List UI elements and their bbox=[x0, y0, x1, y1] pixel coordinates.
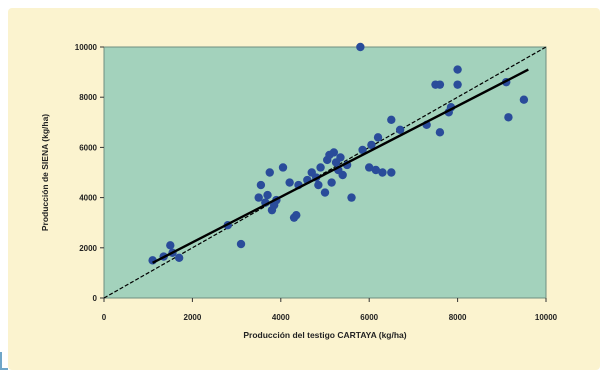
data-point bbox=[316, 163, 325, 172]
data-point bbox=[336, 153, 345, 162]
data-point bbox=[265, 168, 274, 177]
data-point bbox=[504, 113, 513, 122]
data-point bbox=[371, 165, 381, 175]
data-point bbox=[263, 190, 272, 200]
data-point bbox=[254, 193, 263, 202]
y-tick-label: 0 bbox=[93, 294, 98, 303]
corner-bracket bbox=[0, 352, 8, 370]
data-point bbox=[356, 42, 365, 52]
data-point bbox=[373, 133, 383, 142]
data-point bbox=[365, 163, 374, 172]
data-point bbox=[256, 180, 266, 190]
x-tick-label: 8000 bbox=[449, 313, 467, 322]
y-tick-label: 6000 bbox=[79, 143, 97, 152]
x-tick-label: 10000 bbox=[535, 313, 558, 322]
data-point bbox=[453, 65, 462, 74]
x-tick-label: 2000 bbox=[184, 313, 202, 322]
regression-line-group bbox=[152, 68, 529, 264]
regression-line bbox=[152, 68, 529, 264]
x-axis-ticks: 0 2000 4000 6000 8000 10000 bbox=[102, 298, 558, 322]
data-point bbox=[174, 253, 184, 263]
data-point bbox=[378, 168, 387, 177]
data-point bbox=[395, 125, 405, 135]
data-point bbox=[435, 80, 445, 89]
y-tick-label: 4000 bbox=[79, 194, 97, 203]
x-axis-title: Producción del testigo CARTAYA (kg/ha) bbox=[243, 330, 406, 340]
x-tick-label: 0 bbox=[102, 313, 107, 322]
data-point bbox=[435, 128, 445, 137]
data-point bbox=[347, 193, 356, 202]
data-point bbox=[236, 239, 246, 249]
data-point bbox=[285, 178, 294, 187]
data-point bbox=[367, 140, 376, 150]
data-point bbox=[278, 163, 288, 172]
data-point bbox=[358, 145, 367, 155]
data-point bbox=[387, 168, 396, 177]
data-point bbox=[320, 188, 330, 197]
x-tick-label: 6000 bbox=[360, 313, 378, 322]
y-axis-title: Producción de SIENA (kg/ha) bbox=[40, 114, 50, 231]
data-point bbox=[292, 210, 301, 220]
data-points-group bbox=[148, 42, 529, 265]
data-point bbox=[329, 148, 339, 157]
data-point bbox=[166, 241, 175, 250]
y-tick-label: 10000 bbox=[75, 43, 98, 52]
data-point bbox=[453, 80, 462, 89]
data-point bbox=[327, 178, 336, 187]
data-point bbox=[519, 95, 529, 104]
data-point bbox=[314, 180, 323, 190]
data-point bbox=[338, 170, 347, 180]
x-tick-label: 4000 bbox=[272, 313, 290, 322]
y-tick-label: 2000 bbox=[79, 244, 97, 253]
y-tick-label: 8000 bbox=[79, 93, 97, 102]
y-axis-ticks: 0 2000 4000 6000 8000 10000 bbox=[75, 43, 104, 303]
data-point bbox=[387, 115, 396, 124]
